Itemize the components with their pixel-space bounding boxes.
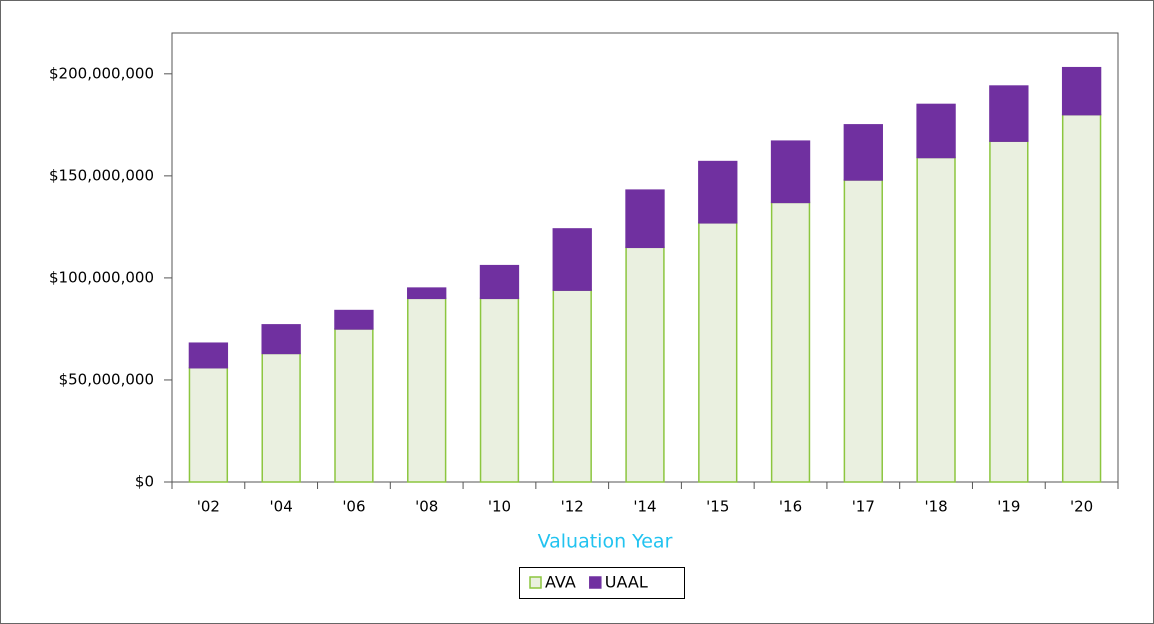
bar-segment (698, 222, 738, 483)
bar-segment (407, 287, 447, 300)
bar-segment (334, 328, 374, 483)
y-tick-label: $50,000,000 (59, 370, 154, 388)
x-tick-label: '16 (779, 498, 802, 516)
bar-segment (261, 352, 301, 483)
bar-segment (916, 156, 956, 483)
bar-segment (261, 324, 301, 355)
y-tick-label: $0 (135, 473, 154, 491)
bar-segment (989, 85, 1029, 142)
bar-segment (698, 160, 738, 224)
x-tick-label: '02 (197, 498, 220, 516)
y-tick-label: $100,000,000 (49, 268, 154, 286)
x-tick-label: '06 (342, 498, 365, 516)
x-tick-label: '15 (706, 498, 729, 516)
bar-segment (916, 103, 956, 159)
x-axis-title: Valuation Year (538, 531, 673, 553)
bar-segment (552, 289, 592, 483)
x-tick-label: '08 (415, 498, 438, 516)
x-tick-label: '17 (852, 498, 875, 516)
bar-segment (843, 124, 883, 181)
legend-swatch (589, 576, 602, 589)
legend-swatch (529, 576, 542, 589)
bar-segment (770, 140, 811, 204)
bar-segment (188, 366, 229, 483)
bar-segment (479, 297, 520, 483)
bar-segment (625, 189, 665, 249)
legend-label: UAAL (605, 573, 648, 592)
bar-segment (1061, 66, 1102, 116)
x-tick-label: '19 (997, 498, 1020, 516)
bar-segment (334, 309, 374, 330)
bar-segment (1061, 113, 1102, 483)
bar-segment (407, 297, 447, 483)
y-tick-label: $150,000,000 (49, 166, 154, 184)
x-tick-label: '12 (561, 498, 584, 516)
x-tick-label: '04 (270, 498, 293, 516)
bar-segment (989, 140, 1029, 483)
x-tick-label: '10 (488, 498, 511, 516)
bar-segment (770, 201, 811, 483)
bar-segment (552, 228, 592, 291)
legend (519, 567, 685, 599)
legend-label: AVA (545, 573, 576, 592)
bar-segment (188, 342, 229, 369)
bar-segment (625, 246, 665, 483)
x-tick-label: '14 (633, 498, 656, 516)
x-tick-label: '20 (1070, 498, 1093, 516)
x-tick-label: '18 (924, 498, 947, 516)
bar-segment (479, 264, 520, 300)
y-tick-label: $200,000,000 (49, 64, 154, 82)
bar-segment (843, 179, 883, 483)
